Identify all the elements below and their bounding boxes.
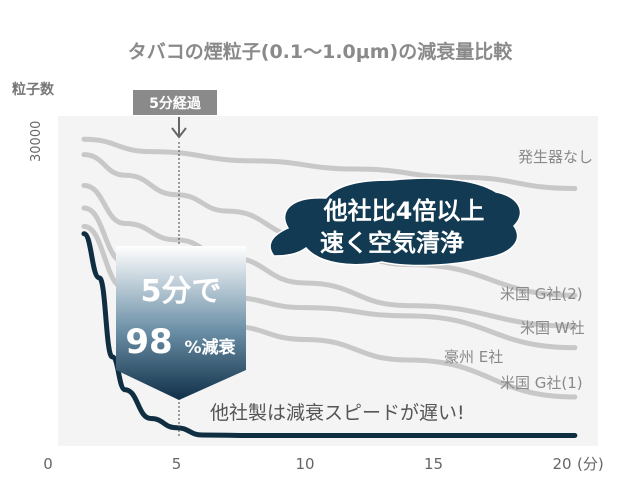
series-label: 米国 G社(1) (500, 374, 583, 392)
y-axis-label: 粒子数 (12, 81, 55, 98)
x-tick-label: 0 (43, 455, 53, 473)
y-tick-label: 30000 (29, 121, 44, 162)
result-unit: %減衰 (184, 337, 236, 358)
series-label: 豪州 E社 (444, 348, 503, 366)
result-arrow: 5分で 98 %減衰 (116, 246, 246, 400)
x-axis: 0 5 10 15 20 (43, 455, 571, 473)
series-label: 発生器なし (518, 148, 593, 166)
x-tick-label: 10 (295, 455, 314, 473)
series-line (81, 182, 578, 329)
chart-title: タバコの煙粒子(0.1〜1.0μm)の減衰量比較 (128, 40, 513, 63)
x-tick-label: 15 (424, 455, 443, 473)
callout-line1: 他社比4倍以上 (323, 197, 485, 225)
series-label: 米国 G社(2) (500, 285, 583, 303)
callout-line2: 速く空気清浄 (320, 229, 464, 257)
x-tick-label: 20 (552, 455, 571, 473)
chart-note: 他社製は減衰スピードが遅い! (210, 402, 465, 424)
series-line (81, 136, 578, 192)
x-tick-label: 5 (172, 455, 182, 473)
x-axis-unit: (分) (577, 455, 604, 473)
callout-bubble: 他社比4倍以上 速く空気清浄 (269, 177, 522, 267)
series-line (81, 152, 578, 298)
marker-arrow-icon (171, 117, 187, 139)
marker-label: 5分経過 (149, 95, 202, 112)
result-line1: 5分で (141, 274, 222, 309)
marker-badge (133, 90, 217, 115)
result-value: 98 (125, 322, 172, 362)
series-label: 米国 W社 (520, 319, 585, 337)
series-line-highlight (81, 231, 578, 438)
